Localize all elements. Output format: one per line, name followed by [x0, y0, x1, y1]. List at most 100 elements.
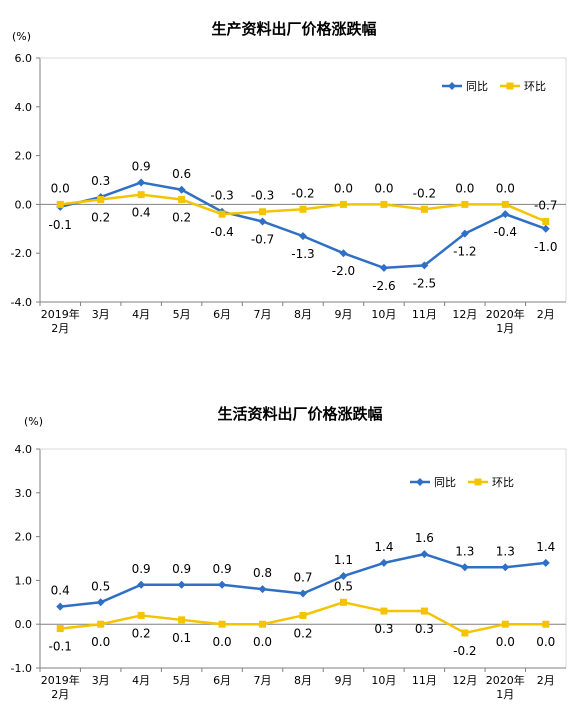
data-point-yoy [460, 563, 469, 572]
data-label-mom: -0.2 [291, 186, 314, 200]
data-point-yoy [56, 602, 65, 611]
data-label-yoy: -0.7 [251, 232, 274, 246]
data-label-mom: 0.5 [334, 579, 353, 593]
data-label-mom: 0.0 [91, 635, 110, 649]
data-label-yoy: 1.3 [455, 544, 474, 558]
data-label-mom: 0.1 [172, 631, 191, 645]
data-point-mom [339, 598, 347, 606]
data-point-yoy [339, 572, 348, 581]
x-tick-label: 10月 [371, 308, 396, 321]
data-label-yoy: 1.4 [374, 540, 393, 554]
y-tick-label: 1.0 [15, 574, 33, 587]
data-label-mom: 0.3 [374, 622, 393, 636]
data-label-mom: 0.2 [132, 626, 151, 640]
data-label-mom: -0.3 [251, 189, 274, 203]
x-tick-label: 11月 [412, 308, 437, 321]
x-tick-label: 1月 [496, 322, 514, 335]
x-tick-label: 5月 [173, 674, 191, 687]
data-label-yoy: -1.0 [534, 240, 557, 254]
x-tick-label: 2020年 [486, 307, 525, 321]
data-label-mom: 0.2 [172, 211, 191, 225]
data-point-mom [56, 200, 64, 208]
x-tick-label: 2020年 [486, 673, 525, 687]
legend-marker-yoy [448, 82, 456, 90]
data-label-yoy: -0.1 [49, 218, 72, 232]
data-label-mom: 0.0 [213, 635, 232, 649]
data-label-yoy: -2.0 [332, 264, 355, 278]
data-label-yoy: 0.9 [132, 562, 151, 576]
data-label-yoy: -0.3 [210, 189, 233, 203]
x-tick-label: 7月 [254, 674, 272, 687]
legend-marker-mom [506, 82, 514, 90]
x-tick-label: 4月 [132, 674, 150, 687]
legend-label-mom: 环比 [492, 476, 514, 489]
data-point-yoy [501, 210, 510, 219]
y-tick-label: -1.0 [11, 662, 32, 675]
x-tick-label: 2月 [51, 322, 69, 335]
data-point-mom [299, 611, 307, 619]
x-tick-label: 9月 [334, 308, 352, 321]
x-tick-label: 6月 [213, 308, 231, 321]
data-label-mom: -0.4 [210, 225, 233, 239]
x-tick-label: 3月 [92, 308, 110, 321]
data-label-mom: 0.0 [455, 181, 474, 195]
data-point-yoy [299, 589, 307, 598]
data-point-mom [339, 200, 347, 208]
x-tick-label: 2月 [51, 688, 69, 701]
data-point-mom [380, 200, 388, 208]
data-label-yoy: 0.9 [172, 562, 191, 576]
data-point-mom [137, 611, 145, 619]
y-unit-label: (%) [12, 30, 31, 43]
data-point-mom [97, 620, 105, 628]
data-label-mom: 0.0 [253, 635, 272, 649]
legend-marker-yoy [416, 478, 424, 486]
data-label-mom: 0.2 [91, 211, 110, 225]
data-label-yoy: -2.5 [413, 276, 436, 290]
data-point-yoy [541, 224, 550, 233]
producer-goods-chart: 生产资料出厂价格涨跌幅 (%) 6.0 4.0 2.0 0.0 -2.0 -4.0 2019… [0, 0, 582, 350]
data-point-yoy [96, 598, 105, 607]
consumer-goods-chart-svg: 生活资料出厂价格涨跌幅 (%) 4.0 3.0 2.0 1.0 0.0 -1.0 2019年… [11, 405, 567, 701]
data-point-yoy [379, 263, 388, 272]
data-point-yoy [339, 249, 348, 258]
x-tick-label: 7月 [254, 308, 272, 321]
legend-marker-mom [474, 478, 482, 486]
legend-label-yoy: 同比 [466, 80, 488, 93]
data-label-mom: 0.0 [51, 181, 70, 195]
data-label-mom: 0.4 [132, 206, 151, 220]
x-tick-label: 3月 [92, 674, 110, 687]
data-label-mom: -0.2 [413, 186, 436, 200]
data-point-mom [542, 620, 550, 628]
data-point-mom [461, 629, 469, 637]
data-point-yoy [177, 185, 186, 194]
x-tick-label: 11月 [412, 674, 437, 687]
x-tick-label: 2月 [537, 674, 555, 687]
data-point-mom [178, 616, 186, 624]
data-point-yoy [137, 580, 146, 589]
data-label-mom: 0.0 [496, 635, 515, 649]
consumer-goods-chart: 生活资料出厂价格涨跌幅 (%) 4.0 3.0 2.0 1.0 0.0 -1.0 2019年… [0, 395, 582, 716]
data-point-yoy [420, 261, 429, 270]
x-tick-label: 8月 [294, 308, 312, 321]
y-tick-label: 4.0 [15, 443, 33, 456]
data-point-mom [420, 607, 428, 615]
x-tick-label: 1月 [496, 688, 514, 701]
data-point-yoy [258, 217, 267, 226]
y-tick-label: 0.0 [15, 198, 33, 211]
data-label-mom: 0.2 [293, 626, 312, 640]
x-tick-label: 2019年 [41, 673, 80, 687]
y-unit-label: (%) [24, 415, 43, 428]
data-point-mom [218, 620, 226, 628]
data-label-mom: -0.2 [453, 644, 476, 658]
data-point-mom [56, 625, 64, 633]
data-label-yoy: 0.3 [91, 174, 110, 188]
data-point-mom [501, 200, 509, 208]
y-tick-label: 2.0 [15, 531, 33, 544]
x-tick-label: 2019年 [41, 307, 80, 321]
x-tick-label: 9月 [334, 674, 352, 687]
x-tick-label: 4月 [132, 308, 150, 321]
data-label-yoy: 0.9 [132, 159, 151, 173]
data-label-yoy: 0.4 [51, 584, 70, 598]
x-tick-label: 10月 [371, 674, 396, 687]
data-point-yoy [218, 580, 227, 589]
